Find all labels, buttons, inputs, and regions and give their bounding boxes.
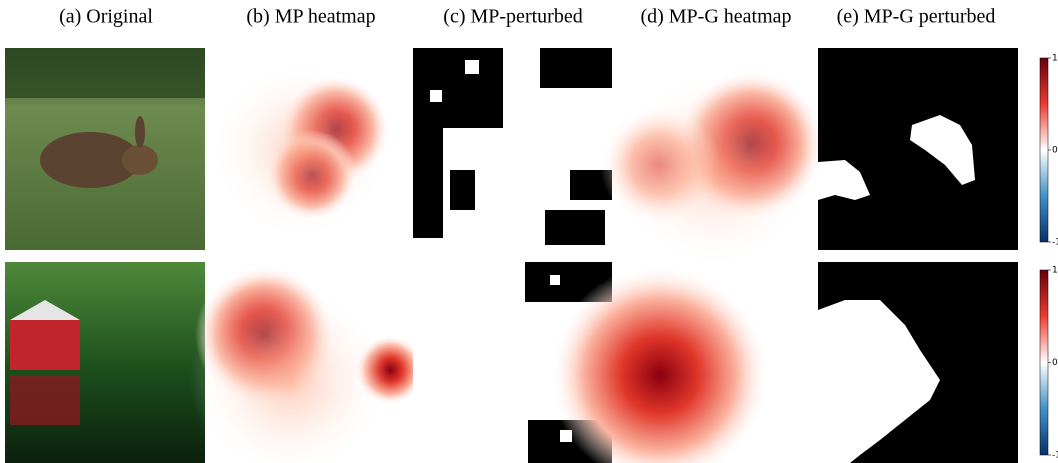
caption: (d) MP-G heatmap: [640, 6, 791, 28]
mp-heatmap: [210, 48, 410, 250]
mp-perturbed: [413, 48, 612, 250]
colorbar-tick-label: 1: [1052, 266, 1058, 276]
row-1: [5, 48, 1049, 270]
colorbar-tick-label: -1: [1052, 451, 1058, 461]
mp-g-heatmap: [600, 48, 825, 270]
colorbar-tick-label: 0: [1052, 146, 1058, 156]
colorbar-tick-label: 0: [1052, 358, 1058, 368]
caption: (c) MP-perturbed: [443, 6, 582, 28]
colorbar: [1039, 269, 1049, 456]
mp-g-perturbed: [818, 48, 1018, 250]
captions: (a) Original (b) MP heatmap (c) MP-pertu…: [59, 6, 995, 28]
colorbar-ticks: 1 0 -1 1 0 -1: [1048, 54, 1058, 461]
original-image: [5, 262, 205, 463]
colorbar-tick-label: 1: [1052, 54, 1058, 64]
caption: (b) MP heatmap: [246, 6, 375, 28]
mp-heatmap: [190, 262, 425, 463]
colorbar-tick-label: -1: [1052, 238, 1058, 248]
colorbar: [1039, 57, 1049, 243]
mp-g-perturbed: [818, 262, 1018, 463]
caption: (a) Original: [59, 6, 153, 28]
mp-g-heatmap: [550, 262, 815, 463]
caption: (e) MP-G perturbed: [837, 6, 996, 28]
original-image: [5, 48, 205, 250]
row-2: [5, 262, 1049, 463]
